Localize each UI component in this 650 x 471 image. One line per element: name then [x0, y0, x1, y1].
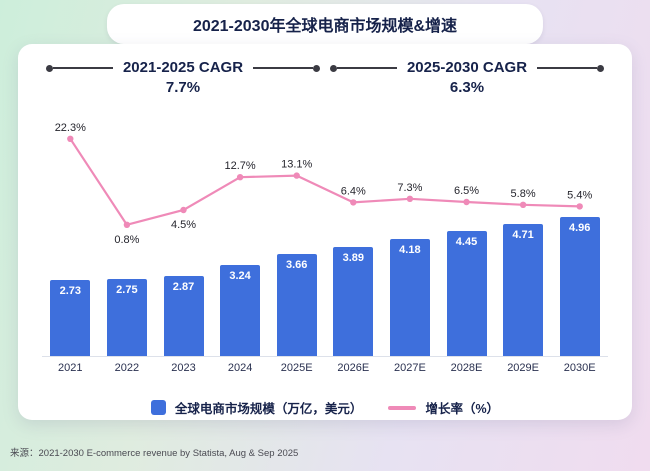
cagr-endpoint-dot — [330, 65, 337, 72]
bar-2022: 2.75 — [106, 279, 147, 356]
x-axis-label-2021: 2021 — [58, 362, 83, 374]
line-point-2029E — [519, 201, 527, 208]
chart-card: 2021-2025 CAGR 7.7% 2025-2030 CAGR 6.3% … — [18, 44, 632, 420]
bar-value-label: 2.87 — [172, 280, 195, 293]
cagr-label: 2025-2030 CAGR — [406, 59, 528, 76]
legend-item-growth-rate: 增长率（%） — [388, 398, 499, 417]
bar-value-label: 4.71 — [512, 229, 534, 242]
cagr-label: 2021-2025 CAGR — [122, 59, 244, 76]
growth-rate-value-label: 5.4% — [567, 189, 592, 201]
bar-value-label: 4.18 — [399, 244, 421, 256]
cagr-rule-line — [53, 67, 113, 69]
x-axis-labels: 2021 2022 2023 2024 2025E 2026E 2027E 2028E 2029… — [42, 362, 608, 378]
bar-value-label: 2.73 — [59, 284, 81, 297]
line-point-2021 — [67, 135, 74, 142]
x-axis-label-2028E: 2028E — [450, 362, 483, 374]
line-series-swatch — [388, 405, 417, 410]
growth-rate-value-label: 22.3% — [55, 122, 86, 134]
bar-value-label: 3.66 — [285, 258, 308, 271]
growth-rate-value-label: 13.1% — [281, 159, 312, 171]
bar-2030E: 4.96 — [559, 217, 600, 356]
line-point-2024 — [236, 174, 244, 181]
bar-2029E: 4.71 — [503, 224, 544, 356]
growth-rate-value-label: 5.8% — [511, 188, 536, 200]
bar-value-label: 3.24 — [229, 270, 251, 283]
cagr-text-block: 2021-2025 CAGR 7.7% — [113, 58, 253, 98]
x-axis-label-2022: 2022 — [114, 362, 140, 374]
source-note: 来源：2021-2030 E-commerce revenue by Stati… — [10, 448, 299, 459]
chart-legend: 全球电商市场规模（万亿，美元） 增长率（%） — [36, 398, 614, 417]
x-axis-label-2023: 2023 — [171, 362, 196, 374]
chart-plot-area: 2.73 2.75 2.87 3.24 3.66 3.89 4.18 4.45 4.71 4.96… — [42, 107, 608, 357]
x-axis-label-2024: 2024 — [227, 362, 253, 374]
bar-2025E: 3.66 — [276, 253, 317, 356]
cagr-rule-line — [337, 67, 397, 69]
line-point-2030E — [576, 203, 583, 210]
legend-label-market-size: 全球电商市场规模（万亿，美元） — [174, 402, 363, 416]
bar-2026E: 3.89 — [333, 247, 374, 356]
cagr-value: 7.7% — [165, 79, 201, 96]
cagr-endpoint-dot — [313, 65, 321, 72]
bar-2027E: 4.18 — [389, 239, 430, 356]
bar-2023: 2.87 — [163, 275, 204, 356]
cagr-rule-line — [537, 67, 598, 69]
line-point-2028E — [463, 198, 470, 206]
bar-series-swatch — [150, 400, 166, 415]
page-title: 2021-2030年全球电商市场规模&增速 — [106, 4, 544, 44]
growth-rate-value-label: 6.5% — [454, 185, 479, 197]
cagr-2021-2025: 2021-2025 CAGR 7.7% — [46, 58, 321, 100]
cagr-endpoint-dot — [597, 65, 605, 72]
cagr-value: 6.3% — [449, 79, 485, 96]
cagr-endpoint-dot — [46, 65, 53, 72]
bar-value-label: 4.96 — [568, 222, 591, 235]
x-axis-label-2025E: 2025E — [280, 362, 313, 374]
x-axis-label-2030E: 2030E — [563, 362, 596, 374]
bar-2028E: 4.45 — [446, 231, 487, 356]
growth-rate-polyline — [69, 138, 580, 227]
legend-label-growth-rate: 增长率（%） — [425, 402, 500, 416]
cagr-annotations: 2021-2025 CAGR 7.7% 2025-2030 CAGR 6.3% — [46, 58, 605, 100]
cagr-2025-2030: 2025-2030 CAGR 6.3% — [330, 58, 605, 100]
x-axis-label-2029E: 2029E — [507, 362, 539, 374]
bar-2021: 2.73 — [50, 279, 91, 356]
line-point-2023 — [180, 206, 187, 214]
legend-item-market-size: 全球电商市场规模（万亿，美元） — [150, 398, 363, 417]
growth-rate-value-label: 12.7% — [224, 160, 255, 172]
cagr-rule-line — [253, 67, 314, 69]
bar-2024: 3.24 — [220, 265, 261, 356]
bar-value-label: 2.75 — [116, 284, 138, 296]
cagr-text-block: 2025-2030 CAGR 6.3% — [397, 58, 537, 98]
bar-value-label: 3.89 — [342, 252, 364, 265]
x-axis-label-2027E: 2027E — [393, 362, 426, 374]
growth-rate-value-label: 0.8% — [114, 234, 139, 246]
line-point-2025E — [293, 172, 300, 179]
growth-rate-value-label: 6.4% — [341, 185, 366, 197]
bar-value-label: 4.45 — [455, 236, 478, 249]
line-point-2026E — [350, 199, 357, 206]
line-point-2022 — [123, 221, 131, 228]
growth-rate-value-label: 7.3% — [397, 182, 422, 194]
growth-rate-value-label: 4.5% — [171, 219, 196, 231]
x-axis-label-2026E: 2026E — [337, 362, 370, 374]
line-point-2027E — [406, 195, 414, 202]
